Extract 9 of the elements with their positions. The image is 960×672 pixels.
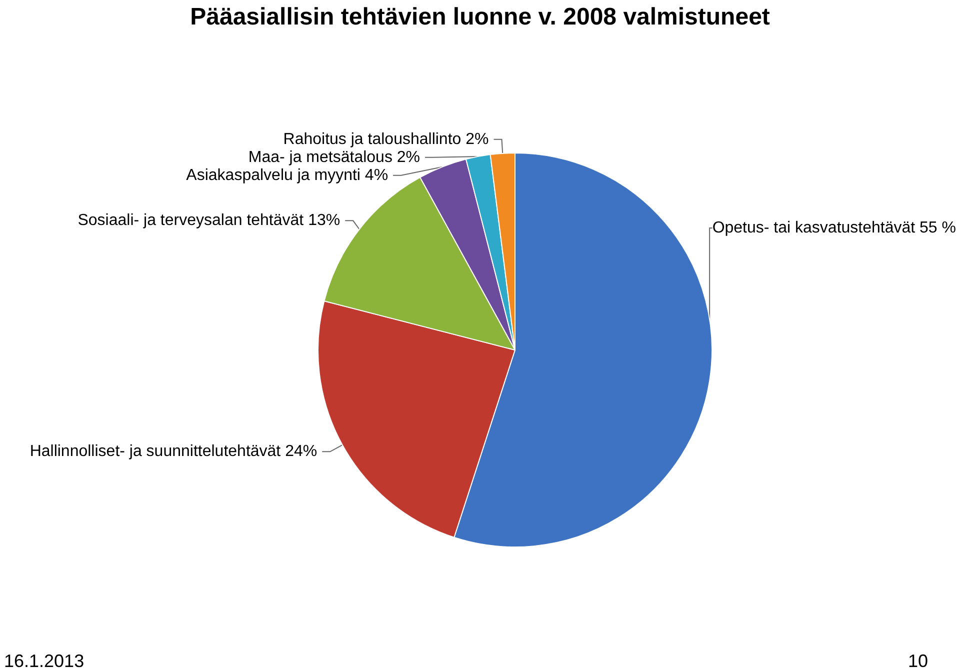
- slice-label: Asiakaspalvelu ja myynti 4%: [186, 166, 388, 184]
- slice-label: Sosiaali- ja terveysalan tehtävät 13%: [78, 212, 340, 230]
- slice-label: Hallinnolliset- ja suunnittelutehtävät 24%: [30, 443, 318, 460]
- text: 16.1.2013: [4, 651, 84, 671]
- text: 10: [908, 651, 928, 671]
- slice-label: Maa- ja metsätalous 2%: [248, 148, 420, 166]
- slice-label: Opetus- tai kasvatustehtävät 55 %: [712, 220, 956, 236]
- chart-title: Pääasiallisin tehtävien luonne v. 2008 valmistuneet: [190, 4, 770, 30]
- slice-label: Rahoitus ja taloushallinto 2%: [283, 130, 489, 148]
